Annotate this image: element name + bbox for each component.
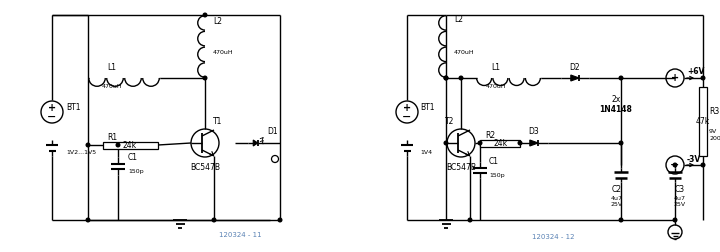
Text: −: − [48,112,57,122]
Text: 4u7: 4u7 [611,196,623,201]
Circle shape [444,76,448,80]
Text: BT1: BT1 [420,104,434,112]
Text: 150p: 150p [128,170,143,174]
Text: D1: D1 [267,127,278,136]
Text: 25V: 25V [674,203,686,207]
Text: C1: C1 [489,158,499,167]
Circle shape [278,218,282,222]
Bar [103,142,158,148]
Circle shape [701,163,705,167]
Circle shape [444,141,448,145]
Text: BC547B: BC547B [190,163,220,172]
Circle shape [203,13,207,17]
Circle shape [701,76,705,80]
Text: T2: T2 [445,116,454,125]
Text: 470uH: 470uH [213,49,233,54]
Text: +: + [403,103,411,113]
Text: R3: R3 [709,107,719,116]
Text: 470uH: 470uH [454,49,474,54]
Circle shape [673,218,677,222]
Circle shape [468,218,472,222]
Text: R2: R2 [485,131,495,140]
Text: 470uH: 470uH [102,84,122,89]
Circle shape [86,218,90,222]
Polygon shape [253,140,258,146]
Text: C1: C1 [128,152,138,162]
Circle shape [673,163,677,167]
Text: D3: D3 [528,128,539,137]
Text: 470uH: 470uH [486,84,506,89]
Text: C2: C2 [612,185,622,195]
Text: 24k: 24k [493,139,508,147]
Polygon shape [571,75,579,81]
Text: 1N4148: 1N4148 [600,106,632,114]
Circle shape [619,76,623,80]
Bar [699,87,707,156]
Text: 120324 - 12: 120324 - 12 [532,234,575,240]
Circle shape [444,76,448,80]
Circle shape [619,218,623,222]
Text: T1: T1 [213,116,222,125]
Circle shape [619,141,623,145]
Text: 120324 - 11: 120324 - 11 [219,232,261,238]
Circle shape [116,143,120,147]
Text: L2: L2 [213,17,222,26]
Text: 9V: 9V [709,129,717,134]
Circle shape [518,141,522,145]
Text: 1V4: 1V4 [420,149,432,154]
Circle shape [212,218,216,222]
Text: L1: L1 [492,64,500,73]
Text: +: + [48,103,56,113]
Text: 47k: 47k [696,117,710,126]
Text: 200uA: 200uA [709,136,720,141]
Text: 1V2...1V5: 1V2...1V5 [66,149,96,154]
Circle shape [478,141,482,145]
Circle shape [86,143,90,147]
Text: 2x: 2x [611,96,621,105]
Text: L1: L1 [107,64,117,73]
Text: R1: R1 [107,133,117,142]
Text: C3: C3 [675,185,685,195]
Text: +6V: +6V [687,68,704,77]
Bar [480,140,520,146]
Text: BC547B: BC547B [446,163,476,172]
Text: BT1: BT1 [66,104,81,112]
Text: 25V: 25V [611,203,623,207]
Circle shape [459,76,463,80]
Text: −: − [670,160,680,170]
Circle shape [203,76,207,80]
Text: 24k: 24k [123,141,137,149]
Text: −: − [402,112,412,122]
Text: +: + [671,73,679,83]
Polygon shape [530,140,539,146]
Text: D2: D2 [570,62,580,72]
Text: 150p: 150p [489,173,505,177]
Text: -3V: -3V [687,154,701,164]
Text: 4u7: 4u7 [674,196,686,201]
Text: L2: L2 [454,16,463,24]
